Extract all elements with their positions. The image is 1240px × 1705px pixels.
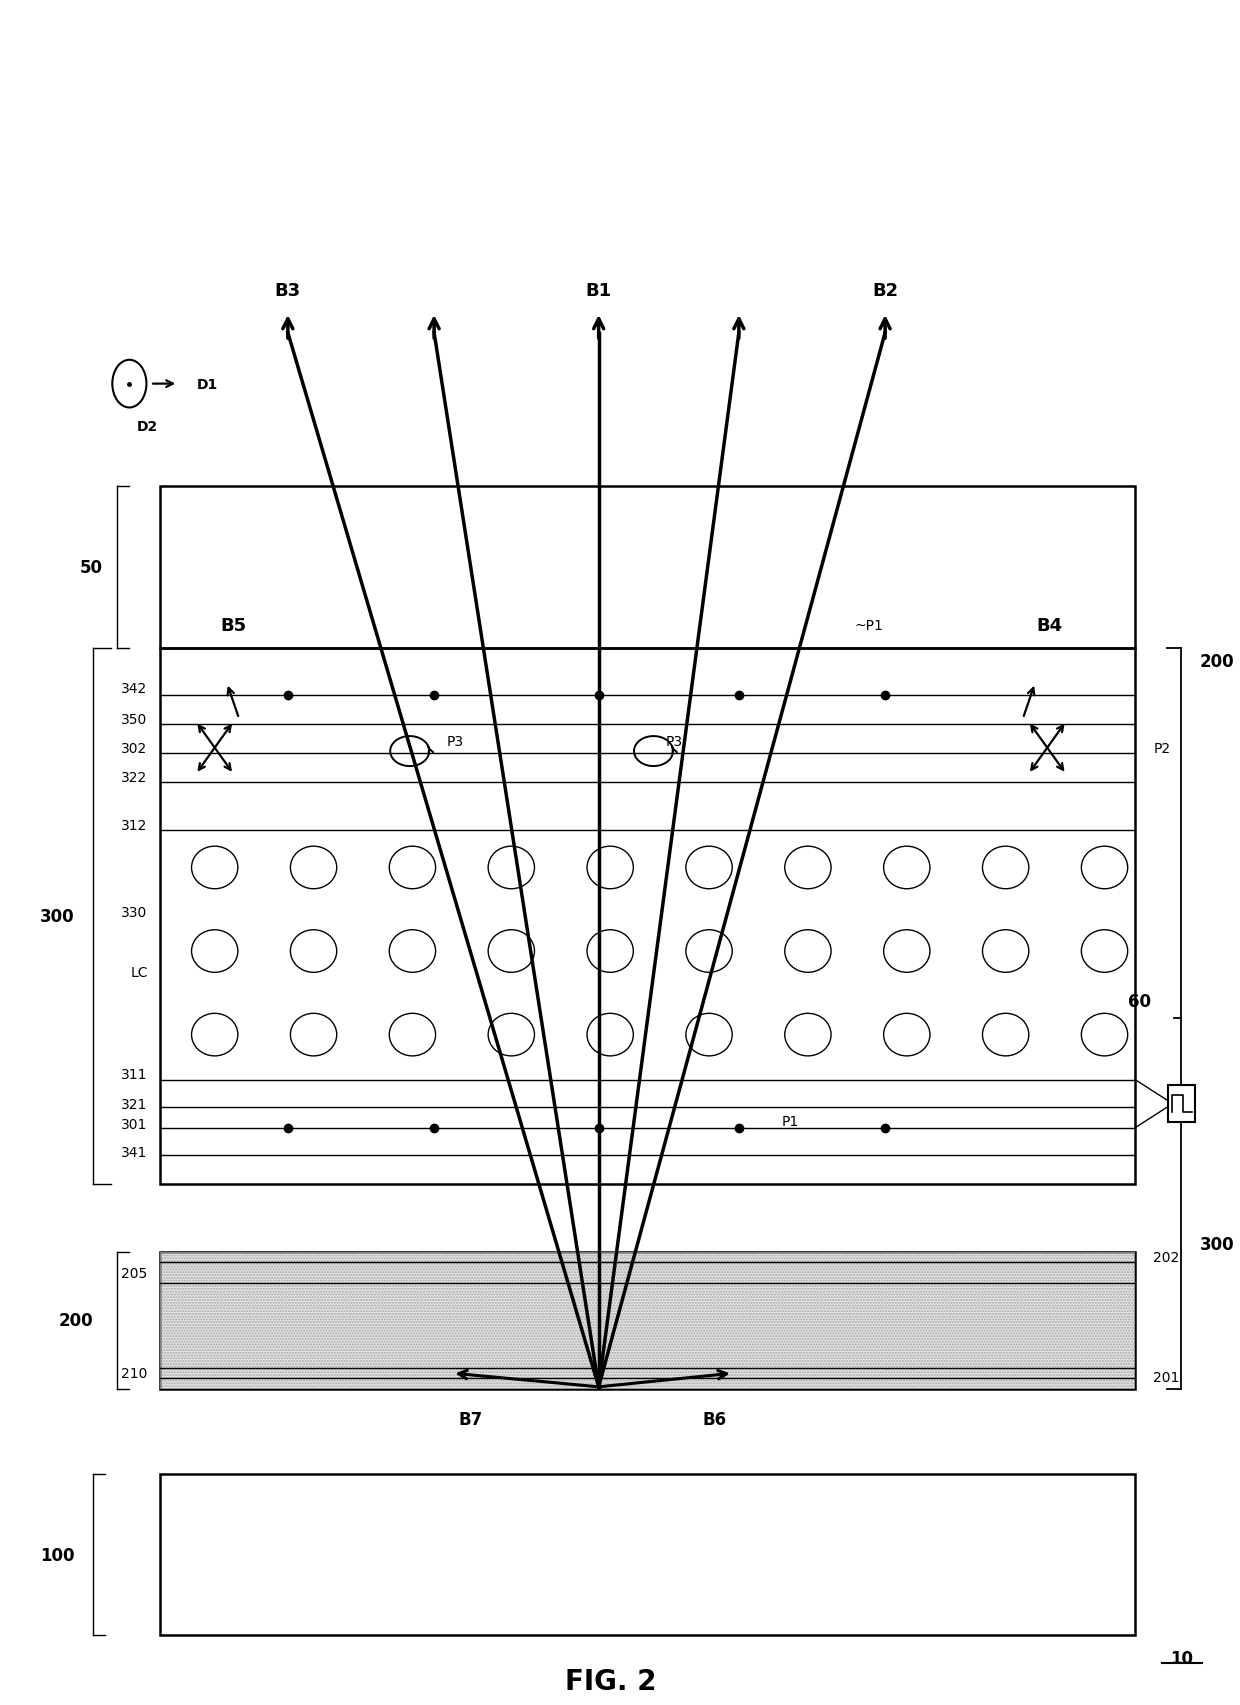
Ellipse shape [1081,1014,1127,1057]
Ellipse shape [884,847,930,890]
Ellipse shape [1081,931,1127,974]
Text: 10: 10 [1169,1649,1193,1667]
Ellipse shape [982,931,1029,974]
Text: 201: 201 [1153,1369,1179,1384]
Ellipse shape [389,931,435,974]
Ellipse shape [785,847,831,890]
Text: 200: 200 [1199,653,1234,670]
Ellipse shape [489,931,534,974]
Ellipse shape [389,1014,435,1057]
Text: 302: 302 [122,742,148,755]
Text: 342: 342 [122,682,148,696]
Ellipse shape [982,1014,1029,1057]
Text: B1: B1 [585,281,611,300]
Text: B6: B6 [702,1410,727,1429]
Ellipse shape [884,931,930,974]
Text: 300: 300 [1199,1234,1234,1253]
Text: 202: 202 [1153,1251,1179,1265]
Bar [160,1473,1135,1635]
Ellipse shape [489,1014,534,1057]
Ellipse shape [191,847,238,890]
Text: 322: 322 [122,771,148,784]
Text: 301: 301 [122,1118,148,1132]
Text: ~P1: ~P1 [854,619,884,633]
Text: 210: 210 [122,1366,148,1381]
Ellipse shape [785,1014,831,1057]
Text: P1: P1 [781,1115,799,1129]
Text: B4: B4 [1037,617,1063,634]
Text: 321: 321 [122,1098,148,1112]
Text: 60: 60 [1128,992,1151,1011]
Text: P3: P3 [666,735,683,748]
Ellipse shape [191,931,238,974]
Text: LC: LC [130,965,148,979]
Ellipse shape [587,847,634,890]
Text: FIG. 2: FIG. 2 [565,1667,657,1695]
Text: D1: D1 [196,377,218,392]
Ellipse shape [686,847,732,890]
Text: 200: 200 [58,1311,93,1330]
Text: 350: 350 [122,713,148,726]
Text: 341: 341 [122,1146,148,1159]
Text: 205: 205 [122,1265,148,1280]
Text: 330: 330 [122,905,148,919]
Ellipse shape [489,847,534,890]
Bar [160,648,1135,1185]
Bar [160,486,1135,648]
Text: B5: B5 [219,617,246,634]
Ellipse shape [686,1014,732,1057]
Ellipse shape [290,1014,337,1057]
Ellipse shape [884,1014,930,1057]
Text: 311: 311 [122,1067,148,1081]
Text: 300: 300 [40,907,74,926]
Text: P2: P2 [1153,742,1171,755]
Ellipse shape [982,847,1029,890]
Text: 100: 100 [40,1546,74,1563]
Ellipse shape [785,931,831,974]
Text: B2: B2 [872,281,898,300]
Ellipse shape [290,931,337,974]
Bar [1168,1086,1194,1122]
Text: 312: 312 [122,818,148,832]
Ellipse shape [587,1014,634,1057]
Ellipse shape [290,847,337,890]
Text: 50: 50 [79,558,103,576]
Text: B3: B3 [275,281,301,300]
Text: B7: B7 [459,1410,482,1429]
Ellipse shape [389,847,435,890]
Text: D2: D2 [136,419,157,435]
Ellipse shape [191,1014,238,1057]
Ellipse shape [1081,847,1127,890]
Text: P3: P3 [446,735,464,748]
Bar [160,1253,1135,1388]
Ellipse shape [587,931,634,974]
Bar [160,1253,1135,1388]
Ellipse shape [686,931,732,974]
